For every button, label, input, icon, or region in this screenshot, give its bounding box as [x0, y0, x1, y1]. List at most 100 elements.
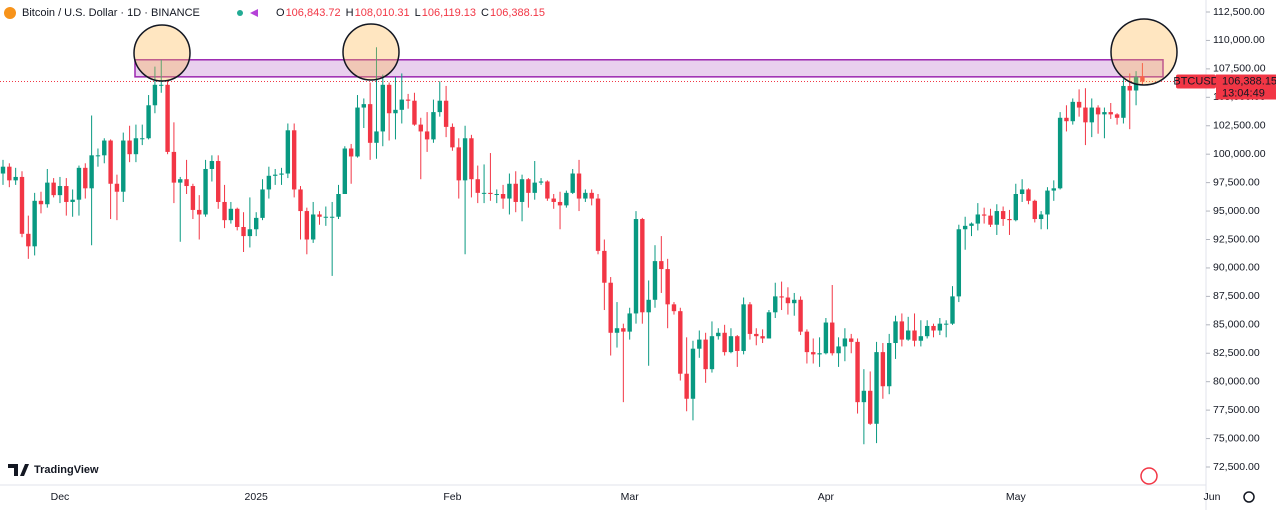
brand-logo — [8, 464, 29, 476]
candle-body — [26, 233, 31, 247]
candle-body — [690, 348, 696, 399]
candle-body — [924, 325, 930, 337]
candle-body — [754, 333, 759, 337]
candle-body — [57, 186, 63, 196]
candle-body — [348, 148, 354, 157]
candle-body — [570, 173, 575, 193]
candle-body — [1102, 112, 1107, 115]
candle-body — [912, 330, 917, 341]
candle-body — [1108, 112, 1113, 115]
candle-body — [127, 140, 132, 155]
candle-body — [203, 168, 208, 215]
symbol-title[interactable]: Bitcoin / U.S. Dollar · 1D · BINANCE — [22, 7, 200, 19]
ohlc-key: H — [346, 7, 354, 19]
candle-body — [260, 189, 265, 218]
candle-body — [956, 229, 962, 297]
candle-body — [291, 130, 297, 190]
x-tick-label: May — [1006, 491, 1027, 503]
candle-body — [450, 126, 455, 148]
candle-body — [709, 336, 715, 370]
y-tick-label: 77,500.00 — [1213, 404, 1260, 416]
candle-body — [830, 322, 835, 354]
candle-body — [190, 186, 196, 210]
resistance-zone — [134, 59, 1164, 78]
candle-body — [7, 166, 12, 181]
candle-body — [146, 105, 151, 139]
settings-icon[interactable] — [1243, 491, 1255, 503]
candle-body — [519, 179, 525, 202]
y-tick-label: 100,000.00 — [1213, 148, 1266, 160]
symbol-tag — [1176, 74, 1216, 89]
candle-body — [0, 166, 6, 174]
candle-body — [842, 338, 848, 347]
events-icon[interactable] — [1140, 467, 1158, 485]
x-tick-label: Jun — [1204, 491, 1221, 503]
candle-body — [874, 352, 879, 424]
candle-body — [538, 181, 544, 183]
x-tick-label: Dec — [51, 491, 70, 503]
candle-body — [621, 328, 626, 332]
candle-body — [475, 179, 480, 193]
candle-body — [13, 176, 18, 181]
candle-body — [412, 100, 417, 125]
candle-body — [1083, 107, 1088, 123]
price-tag — [1216, 74, 1276, 100]
candle-body — [298, 189, 303, 212]
ohlc-value: 106,843.72 — [286, 7, 341, 19]
status-icon — [250, 9, 258, 17]
candle-body — [962, 225, 968, 230]
candle-body — [589, 192, 594, 199]
candle-body — [811, 352, 816, 355]
candle-body — [336, 194, 341, 217]
y-tick-label: 112,500.00 — [1213, 6, 1265, 18]
y-tick-label: 97,500.00 — [1213, 176, 1260, 188]
candle-body — [785, 297, 791, 304]
candle-body — [374, 131, 379, 143]
candle-body — [1127, 85, 1132, 91]
candle-body — [121, 140, 126, 192]
candle-body — [1032, 200, 1037, 220]
candle-body — [633, 219, 639, 314]
candle-body — [323, 216, 329, 218]
candle-body — [222, 201, 227, 221]
candle-body — [405, 99, 411, 101]
candle-body — [640, 219, 645, 313]
y-tick-label: 75,000.00 — [1213, 432, 1260, 444]
candle-body — [728, 336, 734, 353]
candle-body — [602, 250, 607, 283]
candle-body — [367, 104, 373, 143]
candle-body — [1114, 114, 1120, 118]
candle-body — [513, 183, 518, 202]
candle-body — [159, 84, 164, 86]
candle-body — [393, 109, 398, 114]
candle-body — [943, 323, 949, 325]
candle-body — [235, 208, 240, 227]
candle-body — [178, 179, 183, 183]
candle-body — [399, 99, 404, 110]
candle-body — [747, 304, 753, 334]
candle-body — [918, 336, 924, 341]
y-tick-label: 80,000.00 — [1213, 375, 1260, 387]
candle-body — [437, 100, 442, 113]
candle-body — [494, 194, 499, 195]
candle-body — [804, 331, 810, 353]
candle-body — [773, 296, 778, 313]
candle-body — [937, 323, 943, 331]
x-tick-label: 2025 — [245, 491, 269, 503]
candle-body — [304, 211, 310, 240]
candle-body — [1038, 214, 1044, 220]
candle-body — [361, 104, 367, 108]
x-tick-label: Apr — [818, 491, 835, 503]
brand-name[interactable]: TradingView — [34, 464, 99, 476]
candle-body — [595, 198, 601, 251]
candle-body — [868, 390, 873, 424]
candle-body — [469, 138, 474, 180]
price-tag-label: 106,388.15 — [1222, 75, 1276, 87]
candle-body — [64, 186, 69, 202]
countdown-label: 13:04:49 — [1222, 87, 1265, 99]
candle-body — [836, 346, 841, 354]
x-tick-label: Feb — [443, 491, 461, 503]
candle-body — [1089, 107, 1094, 123]
candle-body — [184, 179, 189, 187]
candle-body — [310, 214, 316, 240]
